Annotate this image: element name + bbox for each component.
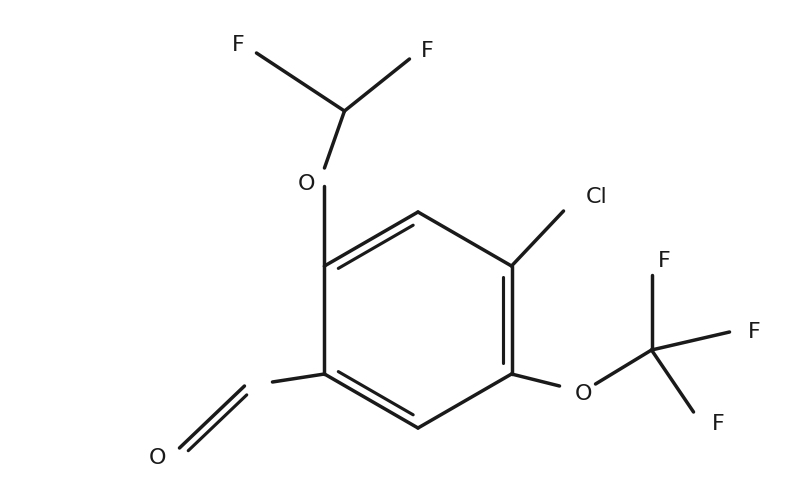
- Text: Cl: Cl: [586, 187, 607, 207]
- Text: O: O: [298, 174, 315, 194]
- Text: F: F: [421, 41, 434, 61]
- Text: F: F: [232, 35, 245, 55]
- Text: O: O: [574, 384, 592, 404]
- Text: F: F: [747, 322, 760, 342]
- Text: F: F: [658, 251, 670, 271]
- Text: F: F: [711, 414, 724, 434]
- Text: O: O: [149, 448, 166, 468]
